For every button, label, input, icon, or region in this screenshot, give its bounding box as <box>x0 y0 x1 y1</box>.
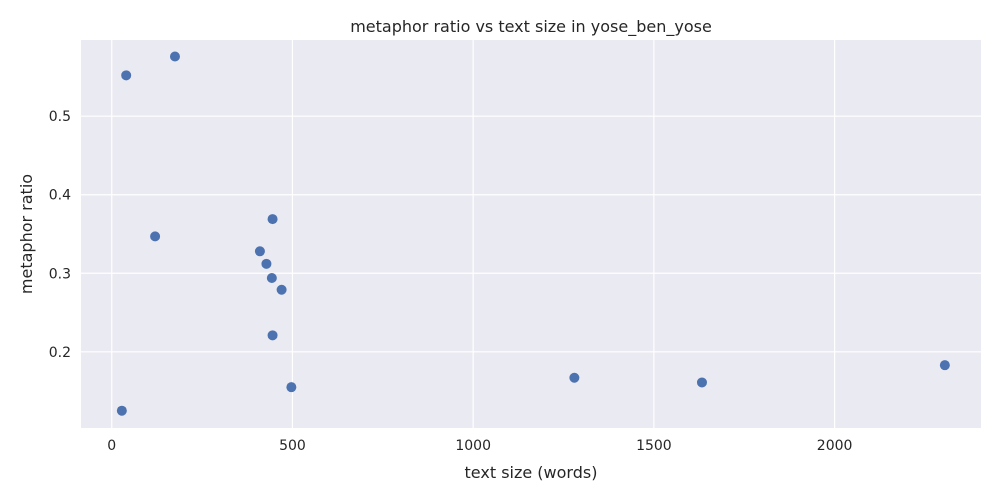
scatter-point <box>276 284 287 295</box>
y-tick-label: 0.4 <box>49 188 71 204</box>
scatter-point <box>150 231 161 242</box>
x-tick-label: 2000 <box>817 438 853 454</box>
y-tick-label: 0.5 <box>49 109 71 125</box>
x-tick-label: 0 <box>107 438 116 454</box>
scatter-point <box>569 372 580 383</box>
x-tick-label: 500 <box>279 438 306 454</box>
scatter-point <box>267 330 278 341</box>
scatter-point <box>169 51 180 62</box>
y-gridlines <box>81 115 981 353</box>
scatter-point <box>696 377 707 388</box>
scatter-point <box>286 382 297 393</box>
scatter-point <box>116 405 127 416</box>
y-tick-label: 0.2 <box>49 345 71 361</box>
scatter-point <box>939 360 950 371</box>
scatter-point <box>254 246 265 257</box>
y-axis-label: metaphor ratio <box>17 174 36 294</box>
scatter-point <box>261 258 272 269</box>
y-tick-label: 0.3 <box>49 266 71 282</box>
y-tick-labels: 0.2 0.3 0.4 0.5 <box>49 109 71 361</box>
data-points <box>116 51 950 416</box>
x-tick-label: 1500 <box>636 438 672 454</box>
plot-area <box>81 40 981 428</box>
scatter-point <box>266 272 277 283</box>
x-tick-labels: 0 500 1000 1500 2000 <box>107 438 852 454</box>
scatter-point <box>121 70 132 81</box>
scatter-point <box>267 214 278 225</box>
x-gridlines <box>111 40 836 428</box>
x-axis-label: text size (words) <box>465 463 598 482</box>
x-tick-label: 1000 <box>455 438 491 454</box>
chart-title: metaphor ratio vs text size in yose_ben_… <box>350 17 712 37</box>
